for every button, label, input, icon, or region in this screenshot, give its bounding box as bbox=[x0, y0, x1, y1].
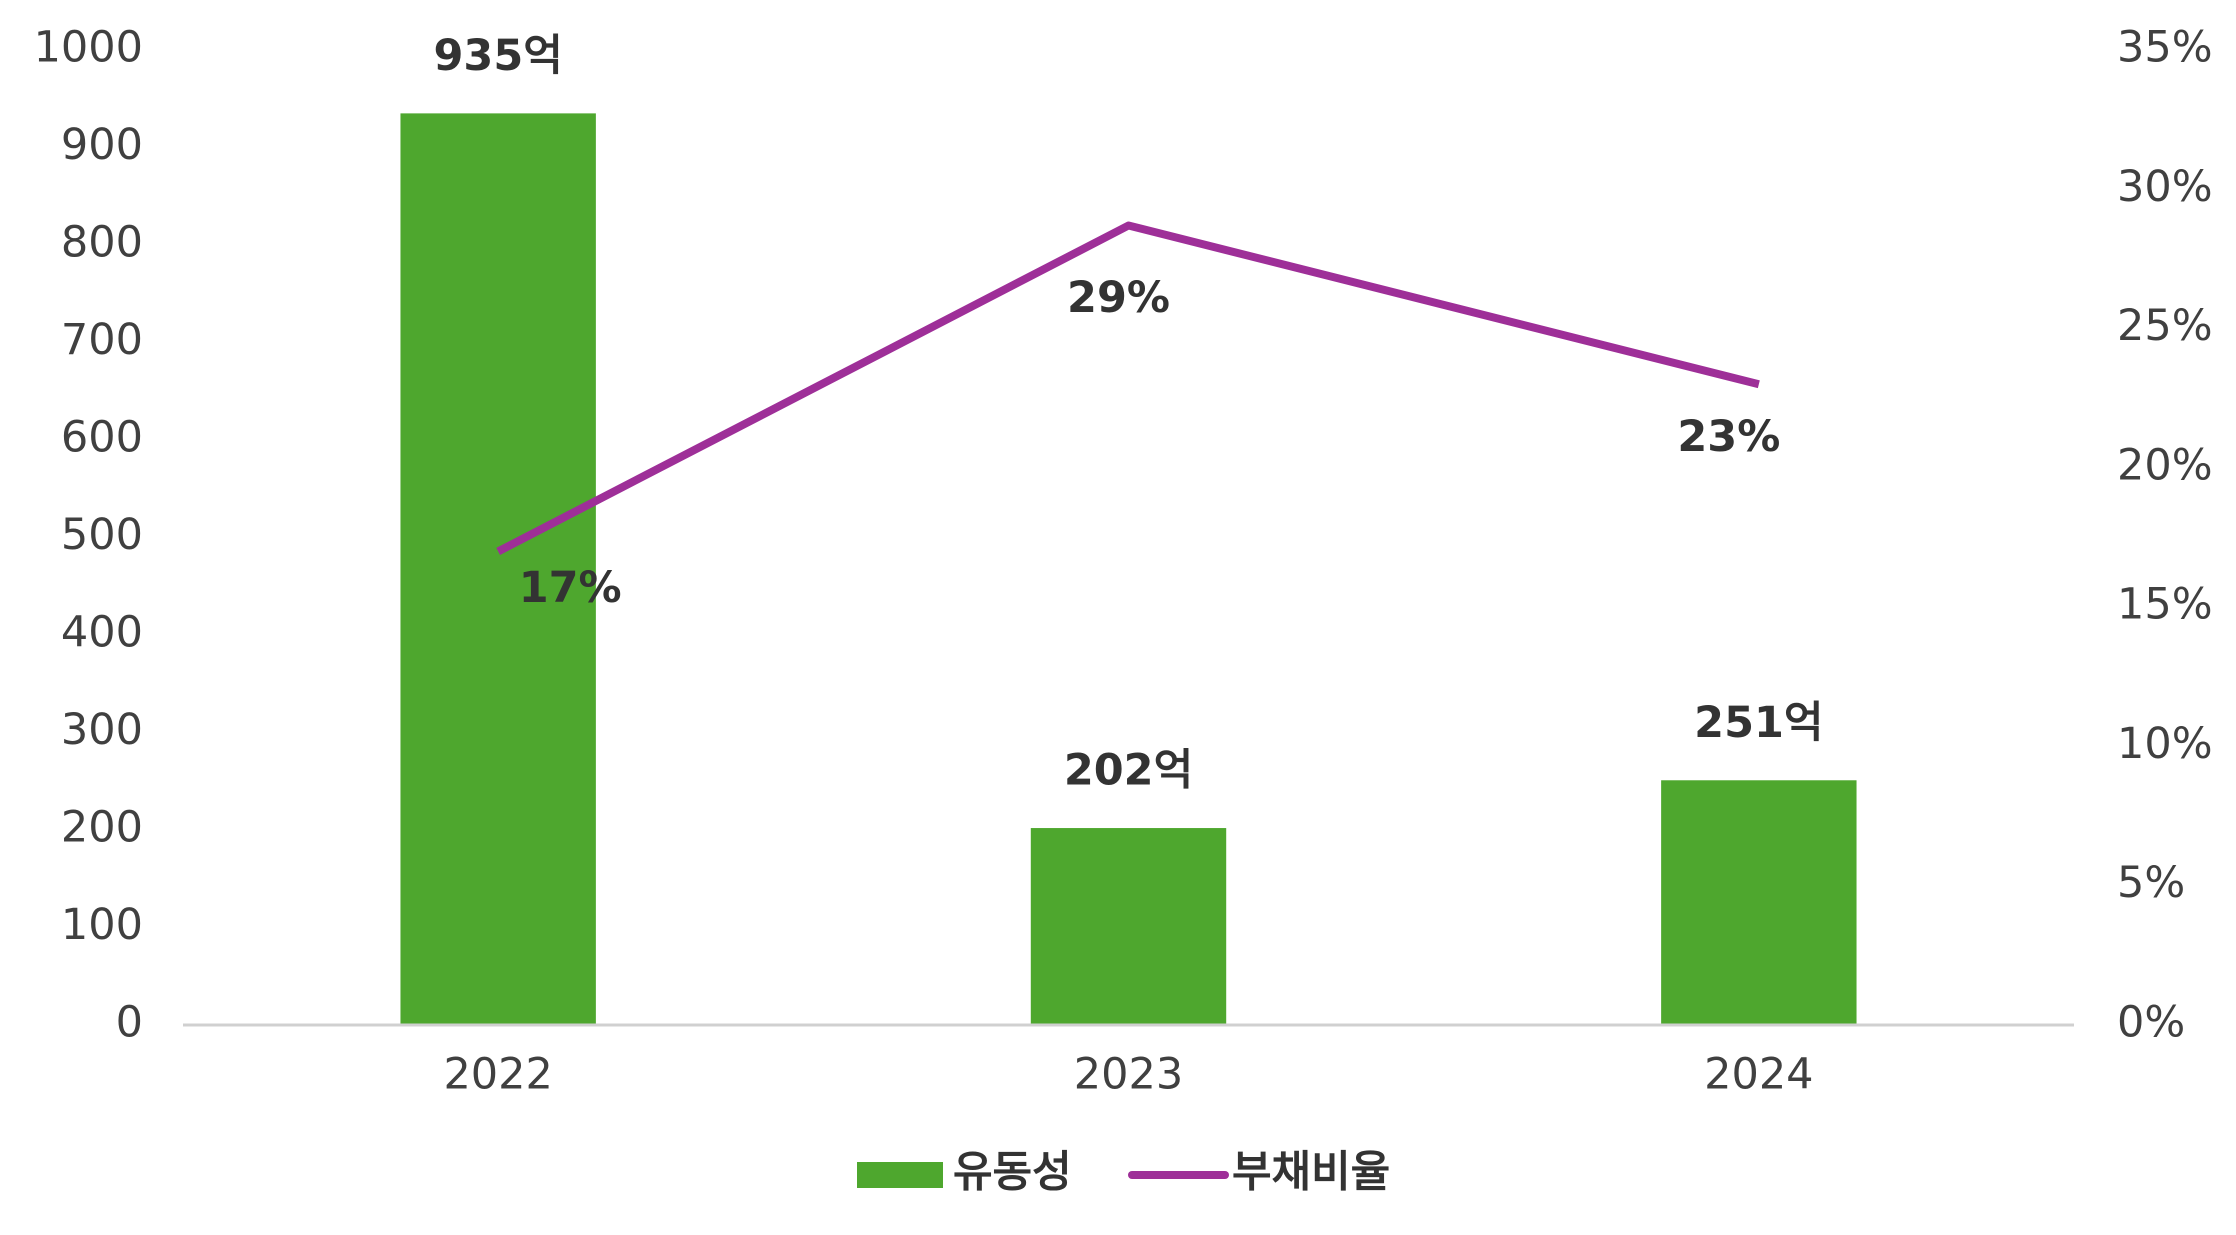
bar bbox=[400, 113, 596, 1025]
y2-tick-label: 5% bbox=[2117, 858, 2185, 908]
legend-label: 부채비율 bbox=[1232, 1148, 1390, 1198]
line bbox=[496, 221, 1760, 555]
data-label: 202억 bbox=[1064, 746, 1193, 796]
data-label: 935억 bbox=[434, 31, 563, 81]
bar bbox=[1661, 780, 1857, 1025]
y-tick-label: 1000 bbox=[34, 23, 143, 73]
y-tick-label: 100 bbox=[61, 900, 143, 950]
data-label: 17% bbox=[519, 563, 622, 613]
legend-label: 유동성 bbox=[953, 1148, 1072, 1198]
x-tick-label: 2023 bbox=[1074, 1050, 1183, 1100]
y2-tick-label: 30% bbox=[2117, 162, 2213, 212]
y-tick-label: 700 bbox=[61, 315, 143, 365]
y-tick-label: 300 bbox=[61, 705, 143, 755]
x-tick-label: 2024 bbox=[1704, 1050, 1813, 1100]
y2-tick-label: 25% bbox=[2117, 301, 2213, 351]
y2-tick-label: 10% bbox=[2117, 719, 2213, 769]
y2-tick-label: 20% bbox=[2117, 440, 2213, 490]
y-tick-label: 400 bbox=[61, 608, 143, 658]
data-label: 23% bbox=[1677, 412, 1780, 462]
y-tick-label: 800 bbox=[61, 218, 143, 268]
data-label: 251억 bbox=[1694, 698, 1823, 748]
y-tick-label: 600 bbox=[61, 413, 143, 463]
y-tick-label: 200 bbox=[61, 803, 143, 853]
x-tick-label: 2022 bbox=[443, 1050, 552, 1100]
y-tick-label: 500 bbox=[61, 510, 143, 560]
y-tick-label: 0 bbox=[116, 998, 143, 1048]
y2-tick-label: 35% bbox=[2117, 23, 2213, 73]
y2-tick-label: 0% bbox=[2117, 998, 2185, 1048]
y2-tick-label: 15% bbox=[2117, 580, 2213, 630]
y-tick-label: 900 bbox=[61, 120, 143, 170]
bar bbox=[1030, 828, 1227, 1025]
data-label: 29% bbox=[1067, 273, 1170, 323]
legend-swatch bbox=[857, 1162, 943, 1188]
